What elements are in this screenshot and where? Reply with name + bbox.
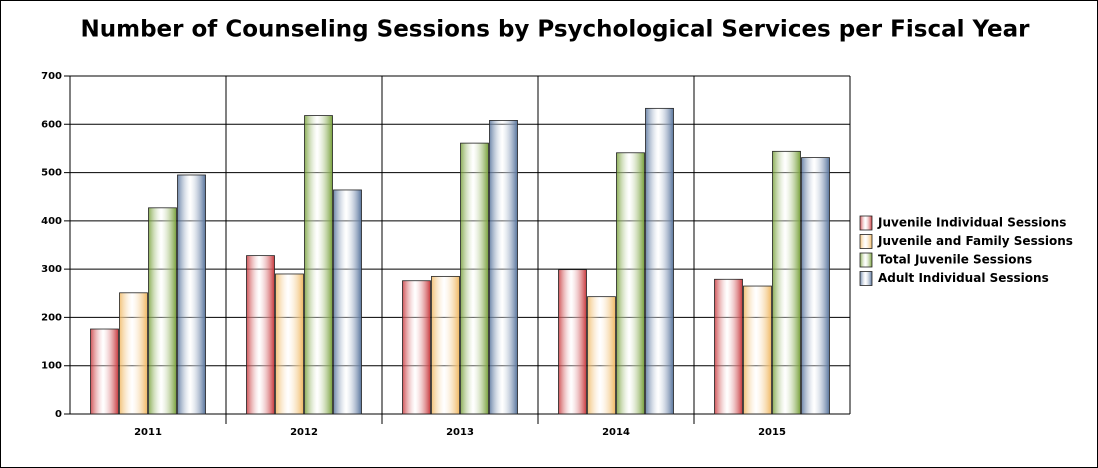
bar <box>119 292 148 415</box>
y-tick-label: 600 <box>41 119 62 130</box>
y-tick-label: 100 <box>41 361 62 372</box>
y-tick-label: 700 <box>41 71 62 82</box>
bar <box>743 285 772 415</box>
bar <box>275 273 304 415</box>
y-tick-label: 400 <box>41 216 62 227</box>
legend-label: Juvenile and Family Sessions <box>877 234 1073 248</box>
bar <box>772 150 801 415</box>
legend-swatch <box>859 234 873 249</box>
bar <box>333 189 362 415</box>
bar <box>616 152 645 415</box>
bar <box>587 296 616 415</box>
y-tick-label: 0 <box>55 409 62 420</box>
legend-label: Total Juvenile Sessions <box>878 253 1032 267</box>
bar <box>460 142 489 415</box>
x-tick-label: 2015 <box>758 427 786 438</box>
y-tick-label: 300 <box>41 264 62 275</box>
x-tick-label: 2011 <box>134 427 162 438</box>
y-tick-label: 200 <box>41 312 62 323</box>
chart-title: Number of Counseling Sessions by Psychol… <box>81 17 1031 43</box>
legend-label: Adult Individual Sessions <box>878 271 1049 285</box>
bar <box>558 269 587 415</box>
bar <box>246 255 275 415</box>
x-tick-label: 2012 <box>290 427 318 438</box>
bar <box>801 157 830 415</box>
bar <box>304 115 333 415</box>
legend-swatch <box>859 252 873 268</box>
y-tick-label: 500 <box>41 168 62 179</box>
legend-swatch <box>859 271 873 286</box>
x-tick-label: 2013 <box>446 427 474 438</box>
x-tick-label: 2014 <box>602 427 630 438</box>
bar <box>402 280 431 415</box>
bar <box>645 107 674 415</box>
bar <box>177 174 206 415</box>
legend-label: Juvenile Individual Sessions <box>877 216 1066 230</box>
bar <box>90 328 119 415</box>
bar <box>431 275 460 415</box>
legend-swatch <box>859 215 873 231</box>
bar <box>148 207 177 415</box>
bar <box>489 120 518 415</box>
bar <box>714 278 743 415</box>
